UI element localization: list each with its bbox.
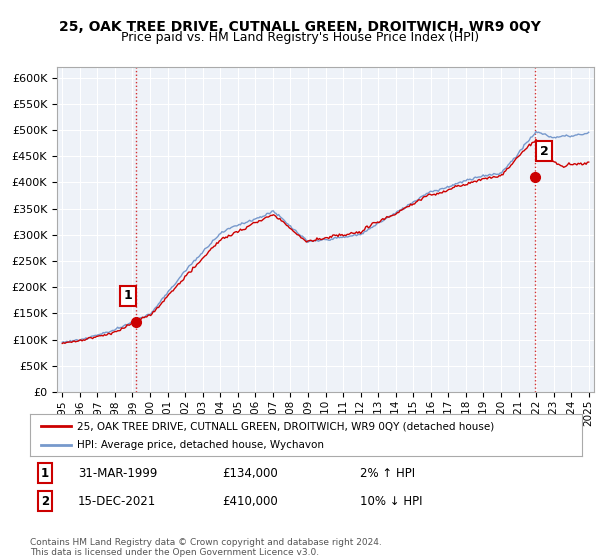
Text: £410,000: £410,000 [222, 494, 278, 508]
Text: Contains HM Land Registry data © Crown copyright and database right 2024.
This d: Contains HM Land Registry data © Crown c… [30, 538, 382, 557]
Text: 2: 2 [41, 494, 49, 508]
Text: Price paid vs. HM Land Registry's House Price Index (HPI): Price paid vs. HM Land Registry's House … [121, 31, 479, 44]
Text: 2: 2 [540, 144, 548, 157]
Text: £134,000: £134,000 [222, 466, 278, 480]
Text: 2% ↑ HPI: 2% ↑ HPI [360, 466, 415, 480]
Text: 10% ↓ HPI: 10% ↓ HPI [360, 494, 422, 508]
Text: HPI: Average price, detached house, Wychavon: HPI: Average price, detached house, Wych… [77, 440, 324, 450]
Text: 25, OAK TREE DRIVE, CUTNALL GREEN, DROITWICH, WR9 0QY (detached house): 25, OAK TREE DRIVE, CUTNALL GREEN, DROIT… [77, 421, 494, 431]
Text: 1: 1 [124, 289, 132, 302]
Text: 1: 1 [41, 466, 49, 480]
Text: 15-DEC-2021: 15-DEC-2021 [78, 494, 156, 508]
Text: 31-MAR-1999: 31-MAR-1999 [78, 466, 157, 480]
Text: 25, OAK TREE DRIVE, CUTNALL GREEN, DROITWICH, WR9 0QY: 25, OAK TREE DRIVE, CUTNALL GREEN, DROIT… [59, 20, 541, 34]
